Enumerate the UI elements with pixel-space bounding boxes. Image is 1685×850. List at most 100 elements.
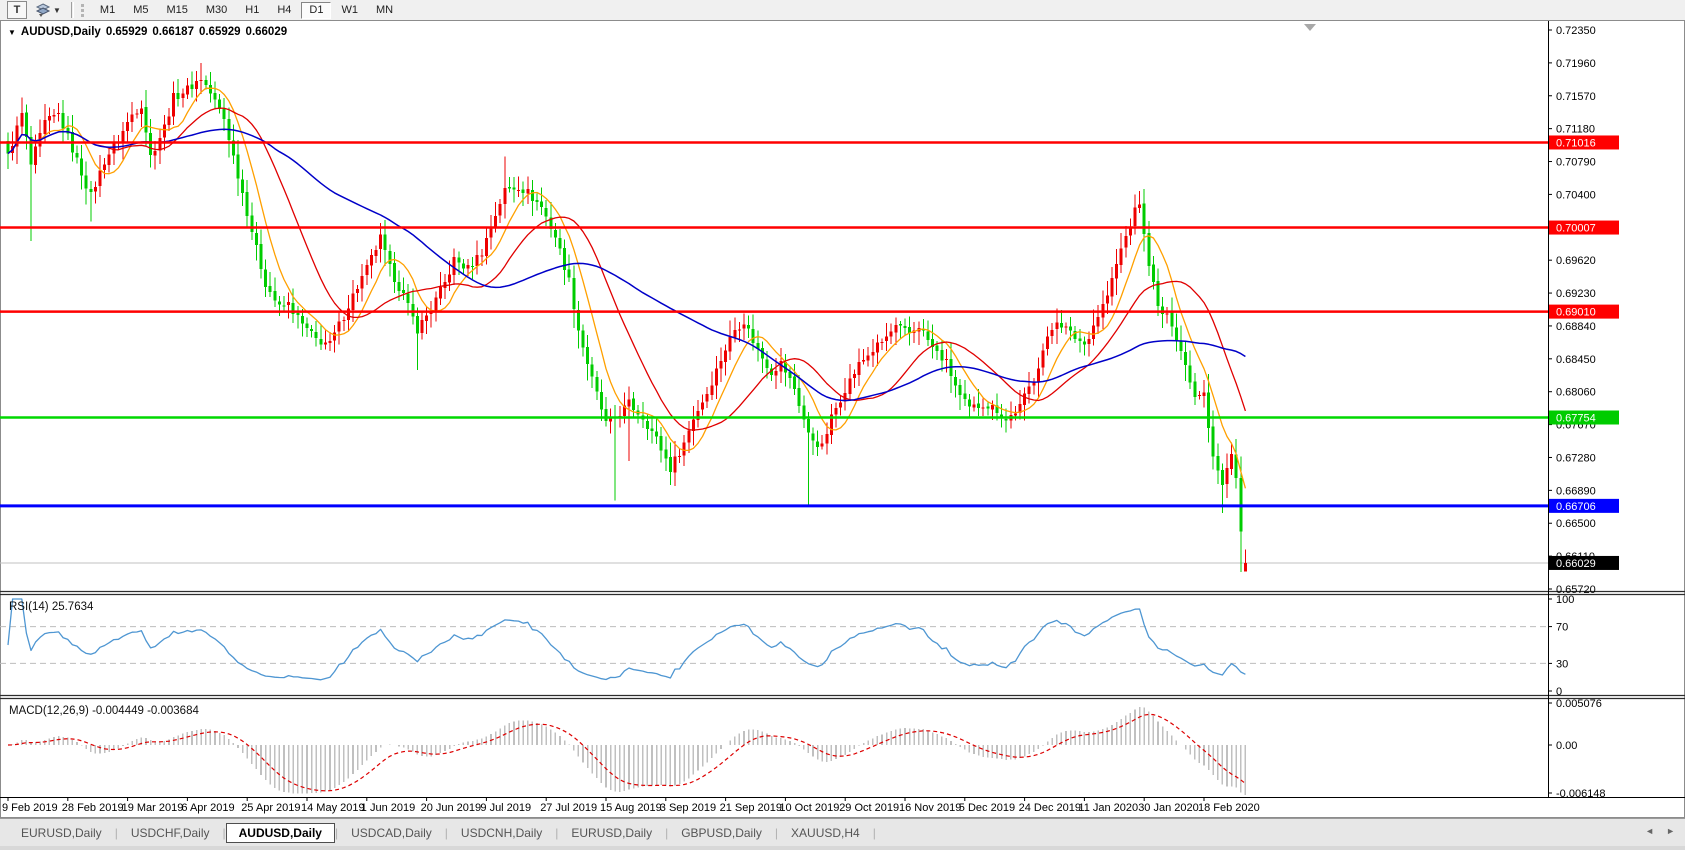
date-tick-16: 5 Dec 2019 (959, 802, 1015, 814)
date-tick-15: 16 Nov 2019 (899, 802, 961, 814)
chart-tab-0-eurusd-daily[interactable]: EURUSD,Daily (21, 825, 102, 840)
rsi-panel (0, 598, 1548, 681)
chart-tab-7-xauusd-h4[interactable]: XAUUSD,H4 (791, 825, 860, 840)
timeframe-button-m1[interactable]: M1 (99, 3, 116, 16)
ma-55-line (7, 128, 1246, 402)
price-tick-0.69230: 0.69230 (1556, 288, 1596, 300)
date-tick-19: 30 Jan 2020 (1138, 802, 1199, 814)
tab-divider: | (555, 825, 559, 840)
moving-averages-layer (7, 87, 1247, 489)
tab-divider: | (444, 825, 448, 840)
open-value: 0.65929 (105, 26, 148, 38)
price-tick-0.68060: 0.68060 (1556, 387, 1596, 399)
price-badges: 0.71016 0.70007 0.69010 0.67754 0.66706 0.660… (1549, 135, 1619, 570)
tab-divider: | (334, 825, 339, 840)
price-badge-0.69010: 0.69010 (1556, 307, 1596, 319)
timeframe-button-h1[interactable]: H1 (245, 3, 260, 16)
chart-tab-2-audusd-daily[interactable]: AUDUSD,Daily (225, 822, 335, 843)
timeframe-button-mn[interactable]: MN (375, 3, 394, 16)
price-tick-0.68450: 0.68450 (1556, 354, 1596, 366)
timeframe-button-h4[interactable]: H4 (277, 3, 292, 16)
text-tool-button[interactable]: T (7, 1, 27, 19)
layers-icon (35, 3, 51, 17)
scroll-right-button[interactable]: ► (1666, 826, 1675, 836)
close-value: 0.66029 (245, 26, 288, 38)
tab-divider: | (872, 825, 876, 840)
chart-tab-1-usdchf-daily[interactable]: USDCHF,Daily (130, 825, 210, 840)
horizontal-lines-layer[interactable] (0, 141, 1548, 508)
layers-dropdown-button[interactable]: ▼ (33, 2, 63, 18)
axes-layer (0, 21, 1685, 798)
chart-tab-3-usdcad-daily[interactable]: USDCAD,Daily (351, 825, 432, 840)
macd-histogram (11, 706, 1247, 795)
price-tick-0.66500: 0.66500 (1556, 518, 1596, 530)
macd-panel (7, 706, 1247, 795)
price-tick-0.68840: 0.68840 (1556, 321, 1596, 333)
toolbar-grip[interactable] (80, 3, 84, 17)
chart-tabs-bar: EURUSD,Daily | USDCHF,Daily | AUDUSD,Daily | U… (0, 818, 1685, 846)
rsi-line (7, 598, 1246, 681)
date-tick-5: 14 May 2019 (301, 802, 365, 814)
price-tick-0.65720: 0.65720 (1556, 584, 1596, 596)
tab-divider: | (114, 825, 118, 840)
timeframe-button-m30[interactable]: M30 (205, 3, 228, 16)
toolbar-separator (70, 2, 74, 18)
panel-separators[interactable] (0, 590, 1685, 700)
timeframe-buttons: M1 M5 M15 M30 H1 H4 D1 W1 MN (92, 1, 403, 19)
collapse-icon[interactable]: ▼ (8, 27, 16, 37)
chart-tab-6-gbpusd-daily[interactable]: GBPUSD,Daily (681, 825, 762, 840)
date-tick-9: 27 Jul 2019 (540, 802, 597, 814)
price-tick-0.71960: 0.71960 (1556, 58, 1596, 70)
price-badge-0.67754: 0.67754 (1556, 413, 1596, 425)
chart-tab-5-eurusd-daily[interactable]: EURUSD,Daily (571, 825, 653, 840)
price-tick-0.72350: 0.72350 (1556, 25, 1596, 37)
rsi-tick-30: 30 (1556, 658, 1568, 670)
date-tick-11: 3 Sep 2019 (660, 802, 716, 814)
rsi-tick-70: 70 (1556, 622, 1568, 634)
timeframe-button-m5[interactable]: M5 (133, 3, 149, 16)
price-tick-0.67280: 0.67280 (1556, 452, 1596, 464)
date-tick-1: 28 Feb 2019 (62, 802, 124, 814)
rsi-tick-100: 100 (1556, 594, 1574, 606)
ma-8-line (7, 87, 1247, 489)
macd-label: MACD(12,26,9) -0.004449 -0.003684 (9, 705, 199, 717)
tab-divider: | (665, 825, 669, 840)
price-badge-0.66706: 0.66706 (1556, 501, 1596, 513)
rsi-axis-labels: 100 70 30 0 (1548, 594, 1574, 698)
price-tick-0.71570: 0.71570 (1556, 91, 1596, 103)
price-tick-0.69620: 0.69620 (1556, 255, 1596, 267)
timeframe-button-d1[interactable]: D1 (301, 1, 332, 19)
chart-window: 0.72350 0.71960 0.71570 0.71180 0.70790 0.704… (0, 20, 1685, 818)
timeframe-button-w1[interactable]: W1 (341, 3, 358, 16)
date-tick-8: 9 Jul 2019 (480, 802, 531, 814)
date-tick-6: 1 Jun 2019 (361, 802, 415, 814)
date-tick-14: 29 Oct 2019 (839, 802, 899, 814)
date-tick-10: 15 Aug 2019 (600, 802, 662, 814)
date-tick-13: 10 Oct 2019 (779, 802, 839, 814)
date-tick-2: 19 Mar 2019 (122, 802, 184, 814)
date-tick-7: 20 Jun 2019 (421, 802, 482, 814)
date-tick-4: 25 Apr 2019 (241, 802, 300, 814)
macd-tick: -0.006148 (1556, 788, 1606, 800)
chart-shift-marker[interactable] (1304, 24, 1316, 31)
price-tick-0.70790: 0.70790 (1556, 157, 1596, 169)
date-tick-3: 6 Apr 2019 (181, 802, 234, 814)
timeframe-button-m15[interactable]: M15 (166, 3, 188, 16)
chart-tab-4-usdcnh-daily[interactable]: USDCNH,Daily (460, 825, 543, 840)
date-tick-17: 24 Dec 2019 (1019, 802, 1081, 814)
tab-divider: | (222, 825, 226, 840)
macd-signal-line (7, 713, 1246, 792)
macd-tick: 0.005076 (1556, 698, 1602, 710)
price-badge-0.70007: 0.70007 (1556, 223, 1596, 235)
scroll-left-button[interactable]: ◄ (1645, 826, 1655, 836)
high-value: 0.66187 (152, 26, 194, 38)
symbol-period-label: AUDUSD,Daily (20, 26, 101, 38)
chevron-down-icon: ▼ (53, 5, 61, 15)
low-value: 0.65929 (198, 26, 241, 38)
date-tick-18: 11 Jan 2020 (1078, 802, 1138, 814)
date-tick-20: 18 Feb 2020 (1198, 802, 1260, 814)
window-bottom-strip (0, 846, 1685, 850)
toolbar: T ▼ M1 M5 M15 M30 H1 H4 D1 W1 MN (0, 0, 1685, 21)
